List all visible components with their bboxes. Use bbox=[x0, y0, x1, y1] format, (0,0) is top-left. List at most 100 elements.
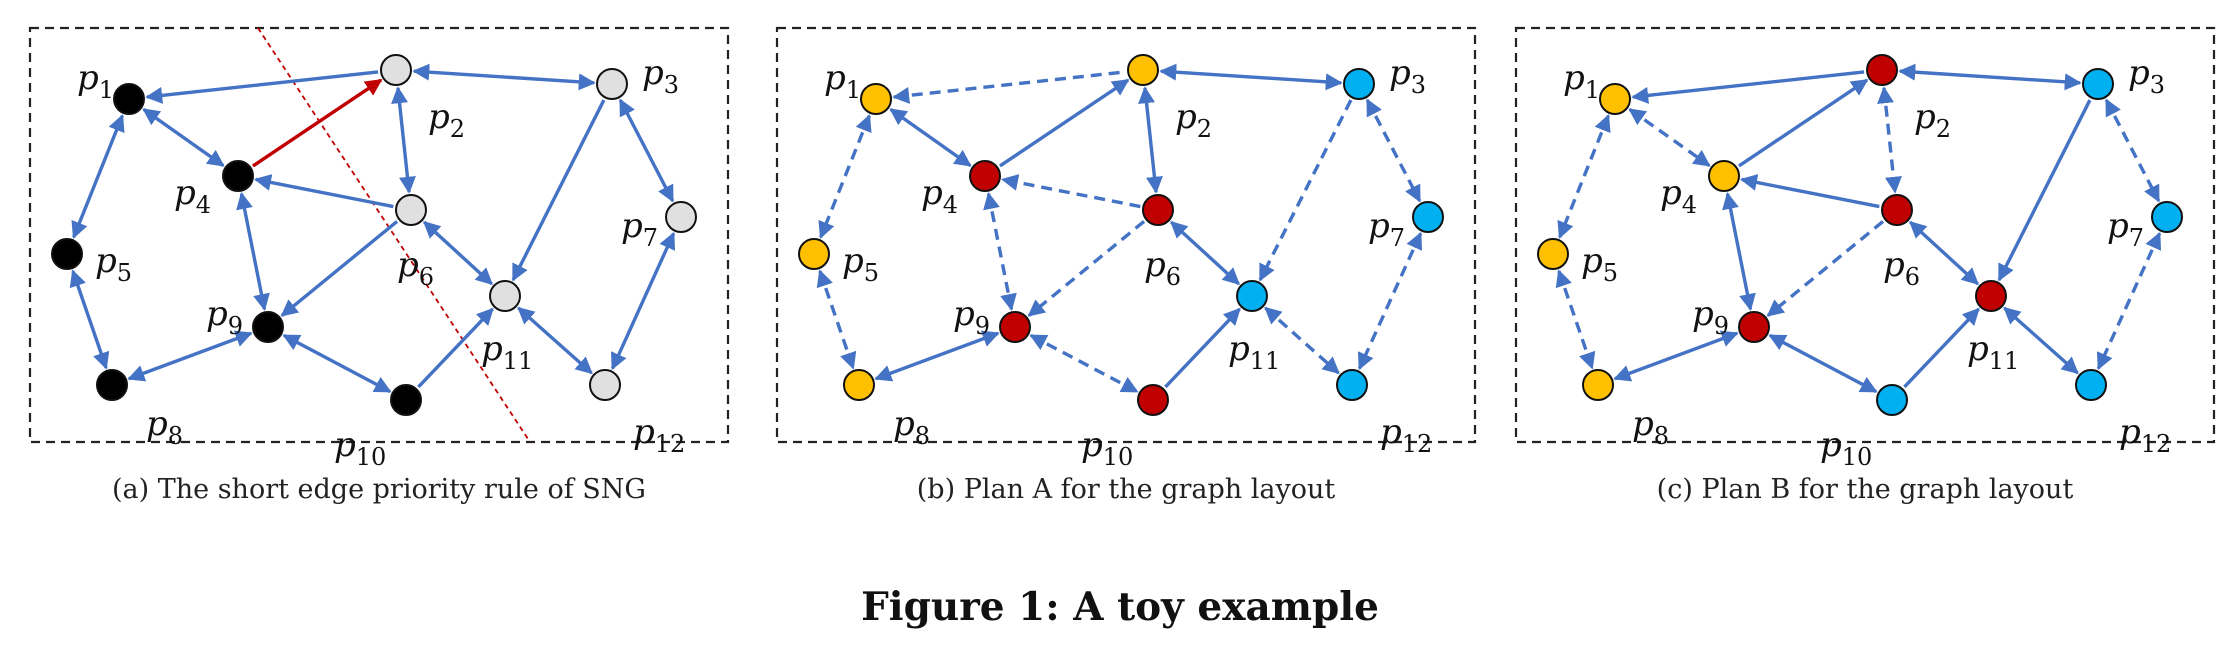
node-p10 bbox=[1876, 384, 1908, 416]
edge-p3-p7 bbox=[2104, 98, 2161, 203]
node-label-p5: p5 bbox=[1581, 241, 1618, 287]
edge-p1-p5 bbox=[1557, 114, 1611, 239]
node-label-letter: p bbox=[146, 404, 168, 444]
node-label-letter: p bbox=[621, 206, 643, 246]
edge-p5-p8 bbox=[69, 269, 110, 370]
node-label-subscript: 4 bbox=[1682, 191, 1697, 219]
node-p5 bbox=[51, 238, 83, 270]
node-label-p2: p2 bbox=[1175, 97, 1212, 143]
node-label-p4: p4 bbox=[921, 173, 958, 219]
node-label-subscript: 1 bbox=[846, 76, 861, 104]
node-label-subscript: 11 bbox=[1250, 347, 1281, 375]
edge-p8-p9 bbox=[1613, 330, 1739, 382]
edge-p7-p12 bbox=[1357, 231, 1423, 371]
node-label-letter: p bbox=[2128, 53, 2150, 93]
edge-p6-p4 bbox=[1000, 174, 1141, 209]
node-label-p9: p9 bbox=[206, 294, 243, 340]
node-label-p10: p10 bbox=[1820, 425, 1872, 471]
edge-p4-p9 bbox=[983, 191, 1017, 312]
panel-a-caption: (a) The short edge priority rule of SNG bbox=[112, 474, 646, 505]
split-line bbox=[257, 27, 531, 443]
node-p1 bbox=[113, 83, 145, 115]
node-label-subscript: 3 bbox=[664, 71, 679, 99]
node-label-p11: p11 bbox=[1967, 329, 2019, 375]
node-p11 bbox=[1975, 280, 2007, 312]
edge-p11-p12 bbox=[2003, 306, 2079, 375]
node-label-p3: p3 bbox=[2128, 53, 2165, 99]
edge-p11-p12 bbox=[1264, 306, 1340, 375]
node-label-subscript: 7 bbox=[1390, 224, 1405, 252]
node-label-subscript: 4 bbox=[196, 191, 211, 219]
edge-p2-p3 bbox=[1159, 63, 1343, 91]
node-label-letter: p bbox=[1660, 173, 1682, 213]
node-label-p6: p6 bbox=[1883, 245, 1920, 291]
node-p6 bbox=[395, 194, 427, 226]
edge-p8-p9 bbox=[874, 330, 1000, 382]
edge-p1-p4 bbox=[889, 107, 972, 168]
node-label-p5: p5 bbox=[95, 241, 132, 287]
node-p5 bbox=[798, 238, 830, 270]
node-label-p2: p2 bbox=[428, 97, 465, 143]
node-label-p2: p2 bbox=[1914, 97, 1951, 143]
node-label-subscript: 5 bbox=[1603, 259, 1618, 287]
node-p7 bbox=[665, 201, 697, 233]
node-p2 bbox=[380, 54, 412, 86]
node-label-letter: p bbox=[1967, 329, 1989, 369]
node-p9 bbox=[999, 311, 1031, 343]
node-p1 bbox=[1599, 83, 1631, 115]
node-label-letter: p bbox=[1563, 58, 1585, 98]
node-label-subscript: 10 bbox=[1842, 443, 1873, 471]
edge-p1-p4 bbox=[1628, 107, 1711, 168]
node-p7 bbox=[2151, 201, 2183, 233]
node-label-subscript: 6 bbox=[1166, 263, 1181, 291]
node-p11 bbox=[489, 280, 521, 312]
edge-p1-p5 bbox=[71, 114, 125, 239]
node-p3 bbox=[1343, 68, 1375, 100]
node-p8 bbox=[843, 369, 875, 401]
node-label-subscript: 7 bbox=[643, 224, 658, 252]
edge-p2-p1 bbox=[145, 70, 379, 104]
edge-p4-p9 bbox=[236, 191, 270, 312]
node-label-subscript: 12 bbox=[2141, 430, 2172, 458]
node-label-p11: p11 bbox=[1228, 329, 1280, 375]
node-label-letter: p bbox=[842, 241, 864, 281]
node-label-subscript: 10 bbox=[1103, 443, 1134, 471]
edge-p6-p9 bbox=[1766, 220, 1885, 317]
edge-p6-p4 bbox=[253, 174, 394, 209]
node-p6 bbox=[1881, 194, 1913, 226]
node-label-p8: p8 bbox=[146, 404, 183, 450]
node-p12 bbox=[1336, 369, 1368, 401]
node-label-subscript: 5 bbox=[864, 259, 879, 287]
edge-p9-p10 bbox=[1029, 333, 1139, 394]
node-label-letter: p bbox=[1883, 245, 1905, 285]
edge-p1-p4 bbox=[142, 107, 225, 168]
node-label-letter: p bbox=[481, 329, 503, 369]
panel-a-frame bbox=[28, 26, 730, 444]
node-label-subscript: 8 bbox=[1654, 422, 1669, 450]
node-label-subscript: 8 bbox=[168, 422, 183, 450]
node-label-p12: p12 bbox=[633, 412, 685, 458]
node-label-subscript: 2 bbox=[450, 115, 465, 143]
node-label-p4: p4 bbox=[174, 173, 211, 219]
node-label-p1: p1 bbox=[824, 58, 861, 104]
node-label-p4: p4 bbox=[1660, 173, 1697, 219]
edge-p2-p6 bbox=[1877, 86, 1902, 194]
edge-p3-p11 bbox=[511, 99, 606, 282]
node-label-p6: p6 bbox=[1144, 245, 1181, 291]
node-p12 bbox=[589, 369, 621, 401]
node-label-letter: p bbox=[1389, 53, 1411, 93]
edge-p4-p2 bbox=[1738, 78, 1869, 168]
edge-p2-p6 bbox=[1138, 86, 1163, 194]
node-label-letter: p bbox=[953, 294, 975, 334]
node-label-subscript: 3 bbox=[1411, 71, 1426, 99]
node-p7 bbox=[1412, 201, 1444, 233]
node-label-subscript: 1 bbox=[1585, 76, 1600, 104]
node-label-letter: p bbox=[1368, 206, 1390, 246]
node-label-p6: p6 bbox=[397, 245, 434, 291]
node-label-subscript: 2 bbox=[1936, 115, 1951, 143]
node-label-p12: p12 bbox=[2119, 412, 2171, 458]
node-label-p7: p7 bbox=[1368, 206, 1405, 252]
node-label-letter: p bbox=[1820, 425, 1842, 465]
edge-p8-p9 bbox=[127, 330, 253, 382]
